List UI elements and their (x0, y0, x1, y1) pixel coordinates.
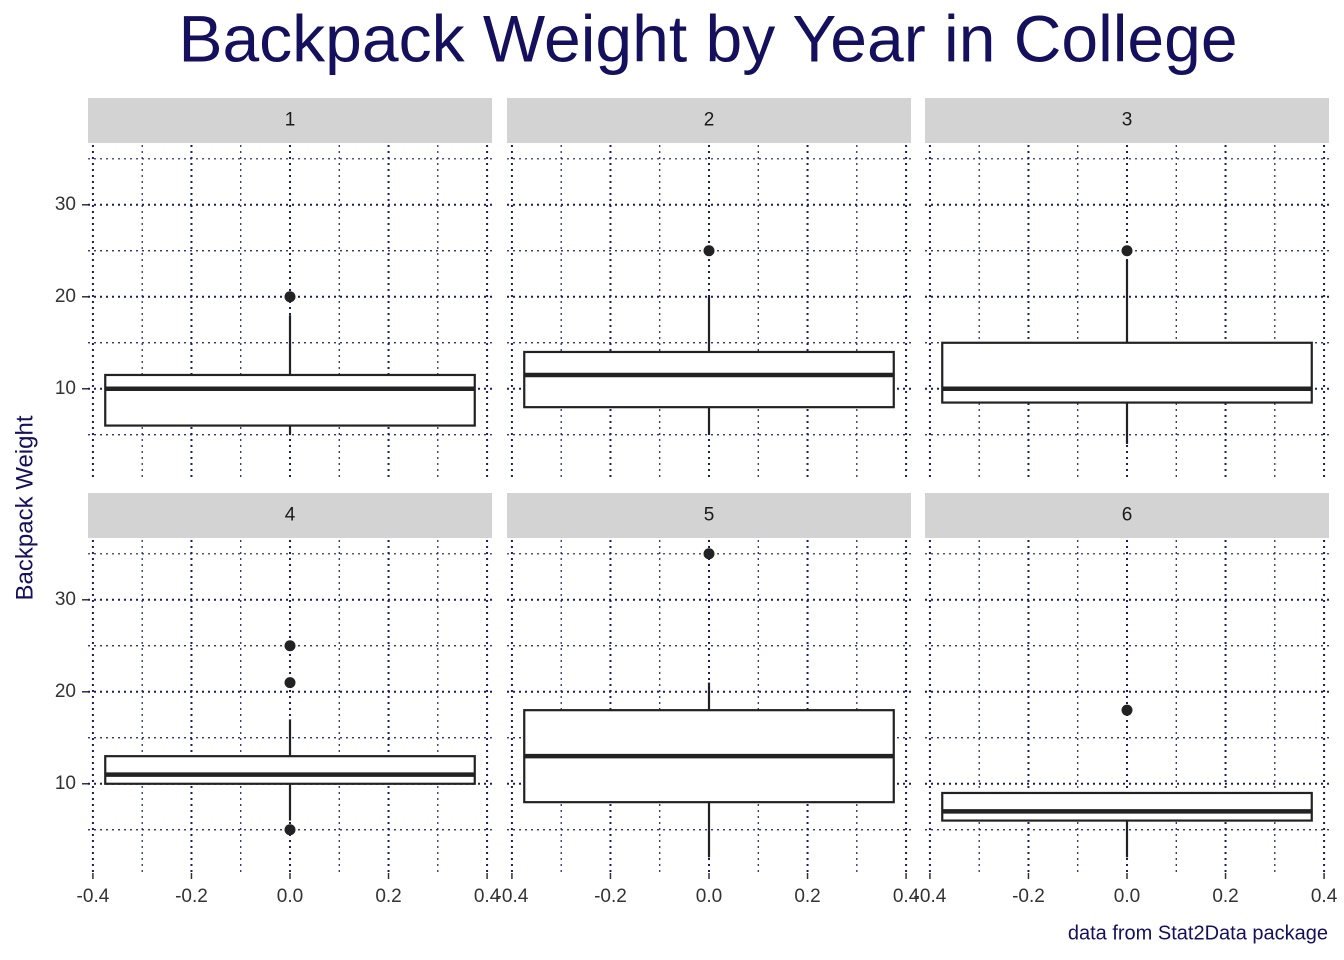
y-tick-label: 10 (55, 378, 76, 399)
outlier (1121, 704, 1133, 716)
y-tick-label: 30 (55, 589, 76, 610)
x-tick-label: 0.0 (696, 886, 722, 907)
facet-label: 5 (704, 505, 715, 526)
facet-label: 4 (285, 505, 296, 526)
facet-strip (925, 493, 1329, 538)
outlier (284, 824, 296, 836)
facet-label: 3 (1122, 110, 1133, 131)
outlier (703, 548, 715, 560)
x-tick-label: -0.4 (496, 886, 529, 907)
box (523, 350, 895, 409)
x-tick-label: 0.2 (1212, 886, 1238, 907)
y-tick-label: 10 (55, 773, 76, 794)
x-tick-label: -0.2 (175, 886, 208, 907)
box (104, 755, 476, 785)
x-tick-label: 0.0 (277, 886, 303, 907)
outlier (284, 677, 296, 689)
facet-label: 2 (704, 110, 715, 131)
y-tick-label: 20 (55, 286, 76, 307)
x-tick-label: -0.2 (594, 886, 627, 907)
x-tick-label: 0.4 (474, 886, 501, 907)
x-tick-label: -0.4 (77, 886, 110, 907)
outlier (284, 291, 296, 303)
x-tick-label: 0.0 (1114, 886, 1140, 907)
box (941, 341, 1313, 404)
outlier (1121, 245, 1133, 257)
box (104, 373, 476, 427)
y-axis-label: Backpack Weight (11, 415, 38, 600)
facet-label: 1 (285, 110, 296, 131)
facet-strip (507, 98, 911, 143)
x-tick-label: -0.4 (914, 886, 947, 907)
box (941, 791, 1313, 822)
outlier (284, 640, 296, 652)
facet-strip (88, 98, 492, 143)
outlier (703, 245, 715, 257)
x-tick-label: 0.2 (794, 886, 820, 907)
y-tick-label: 20 (55, 681, 76, 702)
caption: data from Stat2Data package (1068, 922, 1328, 944)
facet-label: 6 (1122, 505, 1133, 526)
x-tick-label: -0.2 (1012, 886, 1045, 907)
facet-strip (925, 98, 1329, 143)
x-tick-label: 0.2 (375, 886, 401, 907)
facet-strip (88, 493, 492, 538)
y-tick-label: 30 (55, 194, 76, 215)
facet-strip (507, 493, 911, 538)
chart-title: Backpack Weight by Year in College (178, 1, 1237, 75)
x-tick-label: 0.4 (893, 886, 920, 907)
x-tick-label: 0.4 (1311, 886, 1338, 907)
